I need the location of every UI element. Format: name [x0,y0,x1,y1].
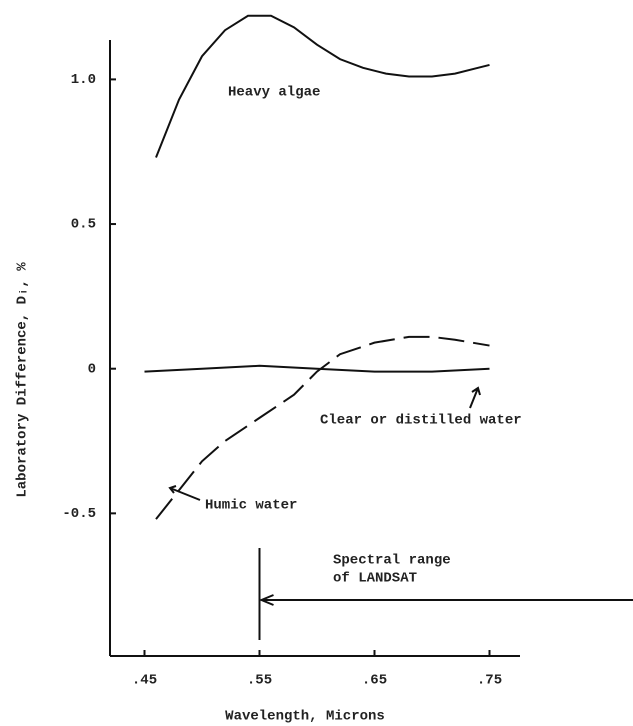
x-axis-label: Wavelength, Microns [225,709,385,725]
y-axis-label: Laboratory Difference, Dᵢ, % [15,262,31,498]
pointer-arrow [469,386,481,409]
annotation: Spectral range [333,553,451,569]
x-tick-label: .65 [362,673,387,689]
landsat-arrow [258,594,633,606]
x-tick-label: .75 [477,673,502,689]
series-label: Clear or distilled water [320,413,522,429]
series-line [144,364,490,373]
pointer-arrow [168,485,201,501]
series-label: Heavy algae [228,85,320,101]
y-tick-label: -0.5 [62,506,96,522]
y-tick-label: 0.5 [71,217,96,233]
x-tick-label: .45 [132,673,157,689]
y-tick-label: 0 [88,361,96,377]
annotation: of LANDSAT [333,571,417,587]
x-tick-label: .55 [247,673,272,689]
series-line [155,14,490,158]
y-tick-label: 1.0 [71,72,96,88]
series-label: Humic water [205,498,297,514]
series-line [155,335,490,520]
